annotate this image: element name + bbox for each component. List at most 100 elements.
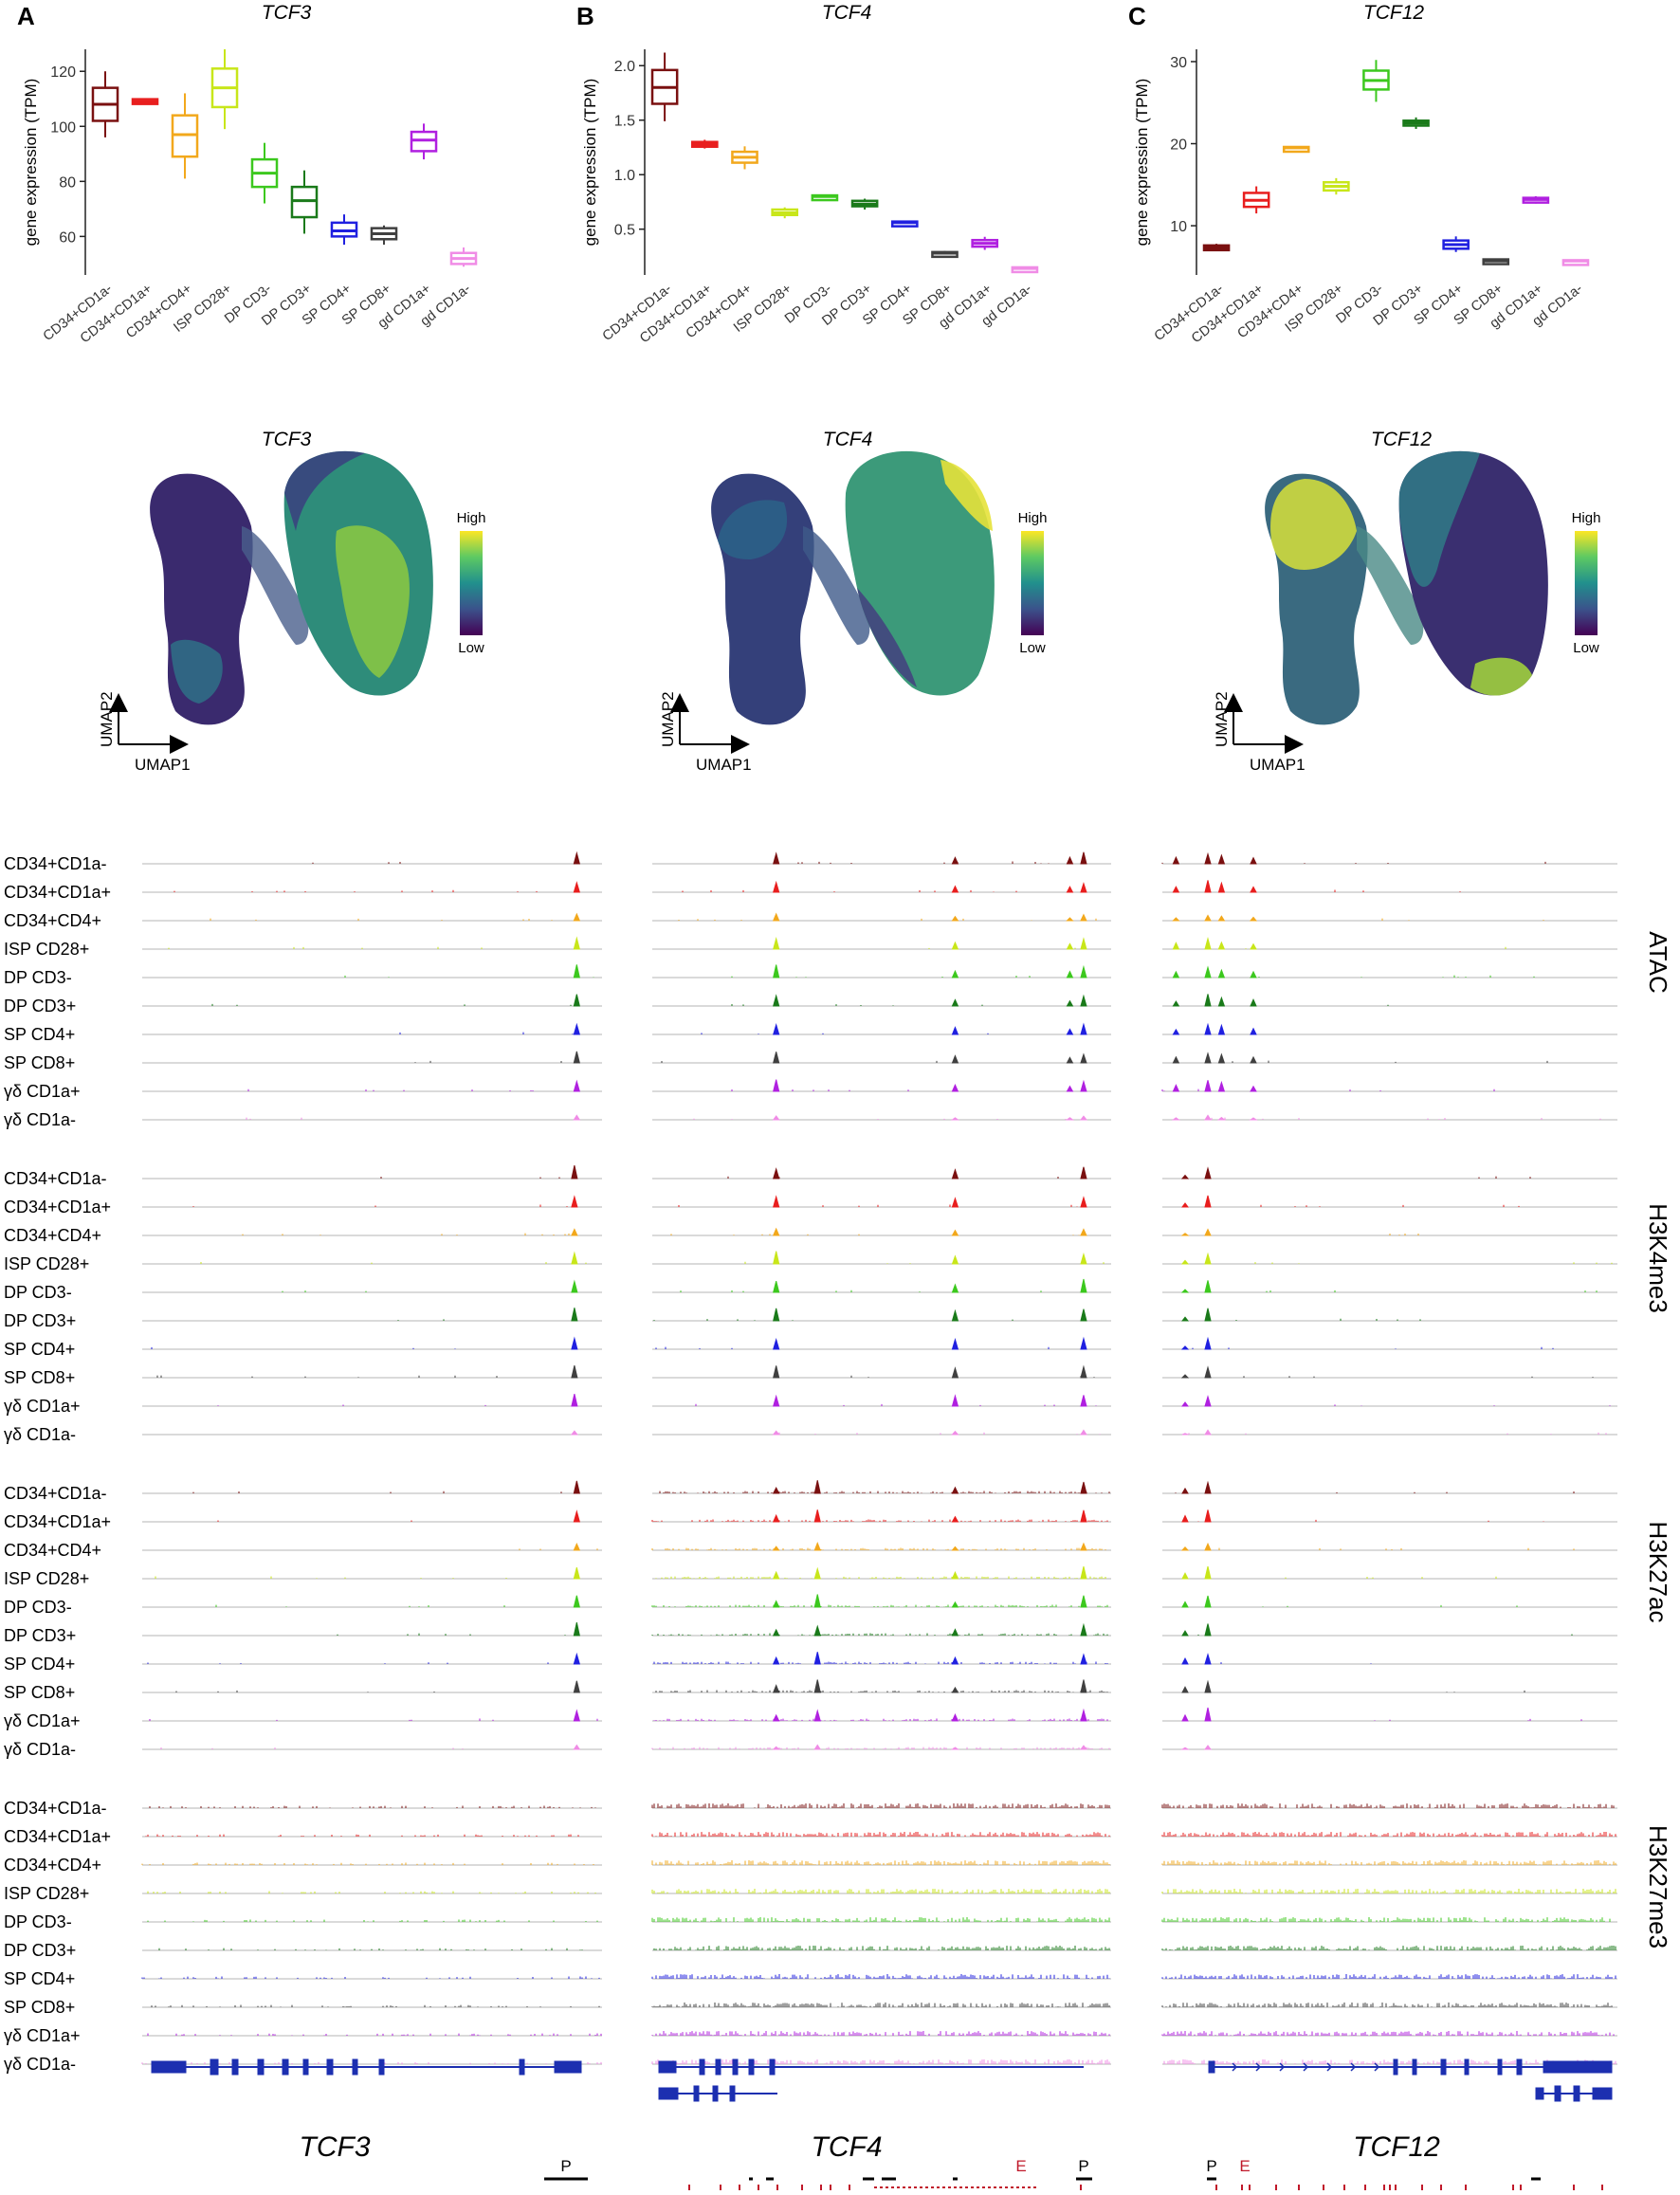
track-signal [655,1336,1087,1350]
gene-models: TCF3 P TCF4 E P [151,2058,1613,2190]
umap-title-tcf3: TCF3 [262,429,312,450]
track-signal [678,912,1097,922]
umap-title-tcf4: TCF4 [823,429,873,450]
track-signal [1181,1509,1544,1523]
track-signal [1161,851,1546,865]
track-group-H3K27ac: CD34+CD1a- CD34+CD1a+ CD34+CD4+ ISP CD28+ DP… [4,1480,1617,1759]
track-signal [168,936,580,950]
track-signal [147,1652,580,1665]
track-signal [651,1594,1108,1608]
track-signal [653,1708,1108,1722]
track-label: ISP CD28+ [4,1254,89,1273]
track-group-ATAC: CD34+CD1a- CD34+CD1a+ CD34+CD4+ ISP CD28+ DP… [4,851,1617,1129]
track-signal [141,1862,594,1865]
y-tick-label: 2.0 [614,59,635,75]
track-group-H3K27me3: CD34+CD1a- CD34+CD1a+ CD34+CD4+ ISP CD28+ DP… [4,1799,1617,2074]
track-signal [1172,994,1389,1007]
umap-cluster-right-hot [335,525,410,678]
track-signal [651,1509,1108,1523]
track-signal [731,994,1087,1007]
umap-cluster-right-hot [1470,657,1532,696]
track-signal [1161,1889,1616,1893]
umap-cluster-left-glow [718,500,788,559]
track-signal [1171,1114,1601,1121]
track-signal [661,1052,1087,1064]
track-signal [1181,1395,1611,1407]
track-signal [147,1919,598,1922]
umap-axis-y: UMAP2 [98,691,116,747]
track-signal [399,1022,580,1035]
track-signal [156,1365,578,1379]
track-label: CD34+CD1a+ [4,883,111,902]
umap-colorbar [1575,531,1598,635]
genome-tracks: CD34+CD1a- CD34+CD1a+ CD34+CD4+ ISP CD28+ DP… [4,851,1617,2074]
track-signal [653,1308,1087,1322]
track-label: SP CD4+ [4,1969,75,1988]
track-signal [678,1195,1087,1208]
track-signal [200,1251,587,1265]
tcf4-red-marks [688,2185,1082,2190]
tcf12-enhancer-label: E [1239,2157,1250,2175]
track-signal [192,1480,580,1494]
panel-letter-b: B [576,2,594,30]
track-label: DP CD3- [4,1283,72,1302]
track-label: SP CD8+ [4,1053,75,1072]
y-tick-label: 10 [1170,219,1187,235]
track-signal [1161,1917,1611,1922]
box-DP CD3+: DP CD3+ [259,170,319,329]
track-signal [773,851,1087,865]
gene-label-tcf3: TCF3 [300,2131,371,2163]
track-signal [145,1834,579,1837]
track-label: γδ CD1a- [4,1740,76,1759]
boxplot-title-tcf4: TCF4 [822,2,872,24]
track-signal [1161,2003,1613,2007]
track-label: γδ CD1a+ [4,2026,81,2045]
track-signal [1181,1565,1497,1580]
track-label: CD34+CD4+ [4,1226,101,1245]
track-signal [147,1891,596,1893]
track-signal [655,1565,1106,1580]
track-signal [651,1803,1110,1808]
y-axis-label: gene expression (TPM) [1133,79,1151,247]
track-label: γδ CD1a+ [4,1711,81,1730]
umap-axis-x: UMAP1 [696,756,752,774]
track-signal [682,880,1087,893]
track-label: ISP CD28+ [4,1884,89,1903]
track-signal [151,2004,600,2007]
box-DP CD3-: DP CD3- [1334,60,1390,327]
track-signal [695,1394,1097,1407]
track-signal [215,1595,580,1608]
track-signal [192,1195,578,1208]
track-signal [651,2003,1110,2007]
track-label: CD34+CD1a+ [4,1198,111,1216]
track-signal [731,964,1087,979]
umap-panels: TCF3 High Low UMAP1 UMAP2 TCF4 High [98,429,1600,774]
track-signal [1181,1653,1372,1665]
y-tick-label: 120 [50,64,76,81]
track-signal [210,912,581,922]
gene-label-tcf12: TCF12 [1353,2131,1440,2163]
track-label: γδ CD1a- [4,1110,76,1129]
track-signal [727,1166,1087,1180]
track-label: DP CD3+ [4,1941,76,1960]
track-signal [1161,1860,1616,1865]
umap-axis-x: UMAP1 [1250,756,1306,774]
group-label-h3k4me3: H3K4me3 [1644,1203,1672,1313]
track-signal [337,1621,580,1637]
track-signal [160,1744,581,1750]
group-label-h3k27me3: H3K27me3 [1644,1825,1672,1948]
track-group-H3K4me3: CD34+CD1a- CD34+CD1a+ CD34+CD4+ ISP CD28+ DP… [4,1164,1617,1444]
umap-cluster-left-hot [1270,479,1357,570]
y-tick-label: 1.0 [614,168,635,184]
tcf3-promoter-label: P [560,2157,571,2175]
track-signal [693,1115,1087,1121]
track-signal [1181,1195,1520,1208]
track-label: ISP CD28+ [4,940,89,959]
track-label: CD34+CD4+ [4,1541,101,1560]
box-DP CD3-: DP CD3- [222,142,279,327]
track-signal [519,1542,598,1551]
boxplot-tcf4: 0.5 1.0 1.5 2.0 gene expression (TPM)CD34+CD… [581,49,1039,346]
track-signal [1181,1679,1525,1693]
track-signal [1172,965,1535,979]
track-signal [1172,880,1461,893]
